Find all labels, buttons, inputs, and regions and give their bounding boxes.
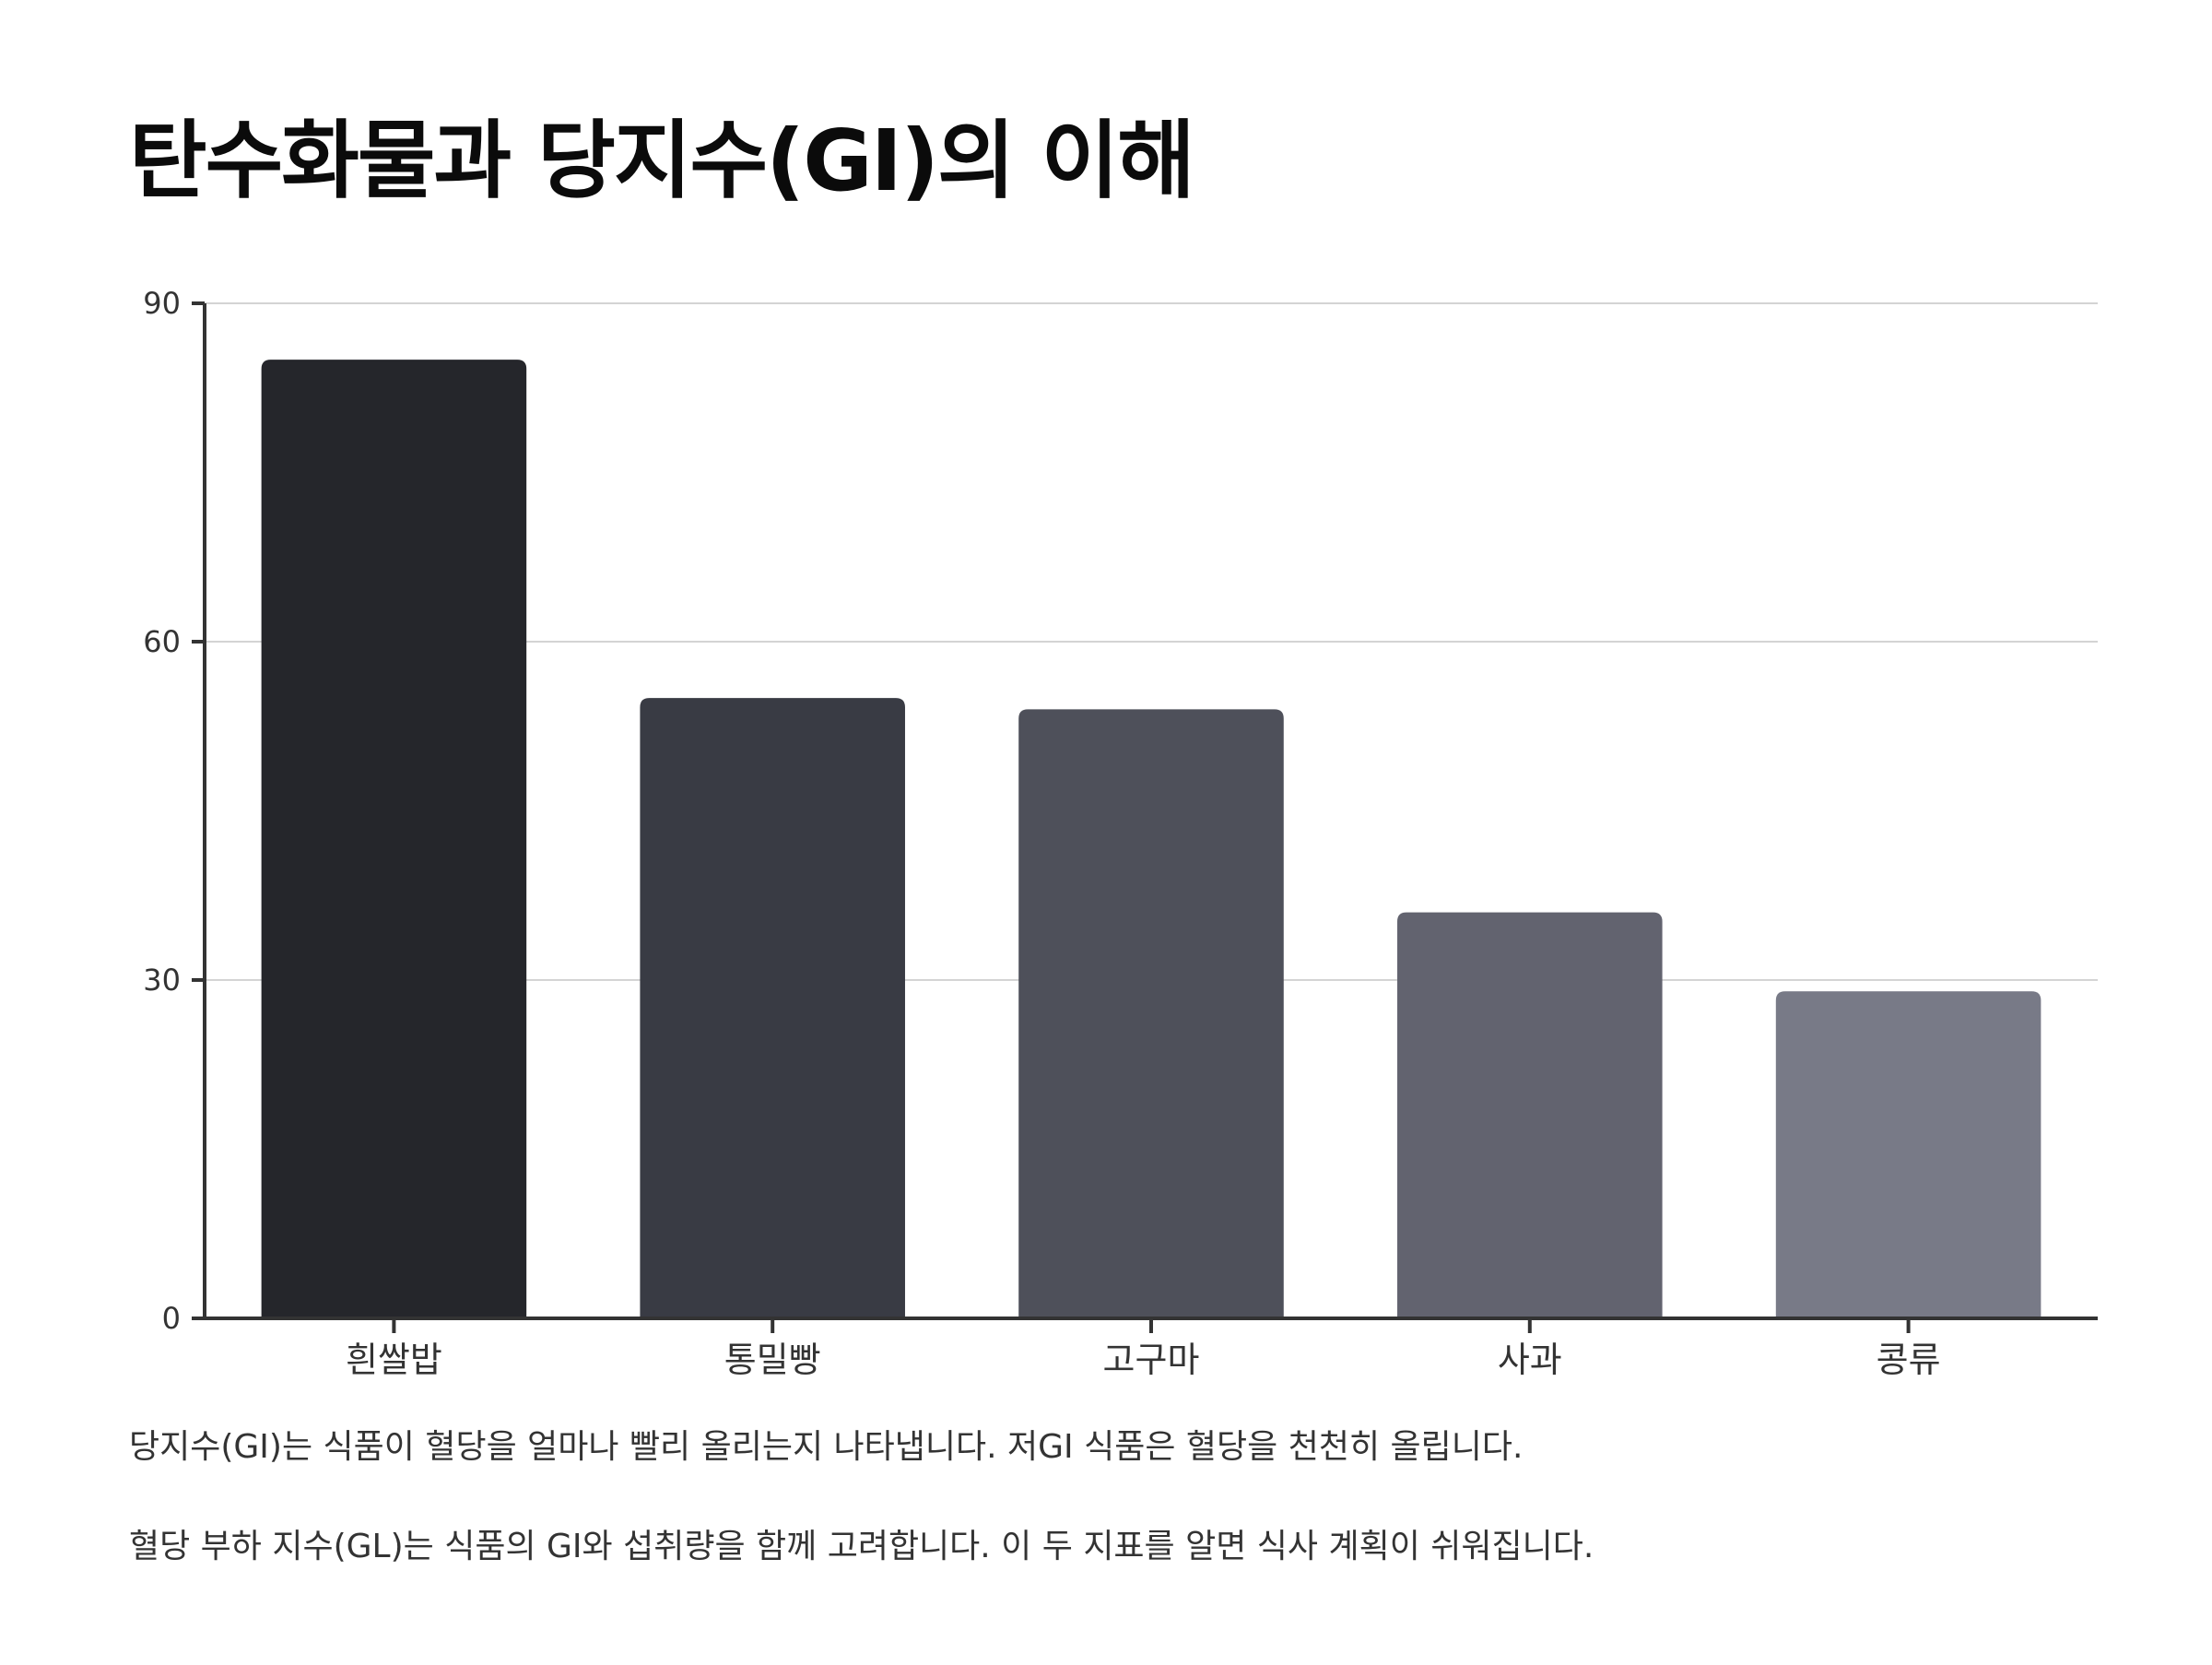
bar bbox=[640, 698, 905, 1318]
y-tick-label: 30 bbox=[143, 962, 181, 998]
x-category-label: 고구마 bbox=[1103, 1340, 1200, 1380]
bar bbox=[261, 360, 527, 1319]
notes: 당지수(GI)는 식품이 혈당을 얼마나 빨리 올리는지 나타냅니다. 저GI … bbox=[129, 1420, 2101, 1567]
axis-labels: 0 30 60 90 흰쌀밥 통밀빵 고구마 사과 콩류 bbox=[143, 286, 1940, 1380]
x-category-label: 통밀빵 bbox=[724, 1340, 821, 1380]
bar bbox=[1775, 991, 2041, 1318]
x-category-label: 사과 bbox=[1498, 1340, 1562, 1380]
x-category-label: 흰쌀밥 bbox=[346, 1340, 442, 1380]
axes bbox=[192, 301, 2098, 1333]
bars bbox=[261, 360, 2041, 1319]
bar bbox=[1018, 709, 1284, 1318]
note-gl: 혈당 부하 지수(GL)는 식품의 GI와 섭취량을 함께 고려합니다. 이 두… bbox=[129, 1528, 1594, 1565]
y-tick-label: 60 bbox=[143, 624, 181, 659]
page-title: 탄수화물과 당지수(GI)의 이해 bbox=[129, 112, 1195, 210]
x-category-label: 콩류 bbox=[1877, 1340, 1941, 1380]
gi-bar-chart: 0 30 60 90 흰쌀밥 통밀빵 고구마 사과 콩류 bbox=[143, 286, 2098, 1380]
y-tick-label: 90 bbox=[143, 286, 181, 321]
bar bbox=[1397, 912, 1663, 1318]
y-tick-label: 0 bbox=[162, 1301, 181, 1336]
note-gi: 당지수(GI)는 식품이 혈당을 얼마나 빨리 올리는지 나타냅니다. 저GI … bbox=[129, 1428, 1524, 1466]
